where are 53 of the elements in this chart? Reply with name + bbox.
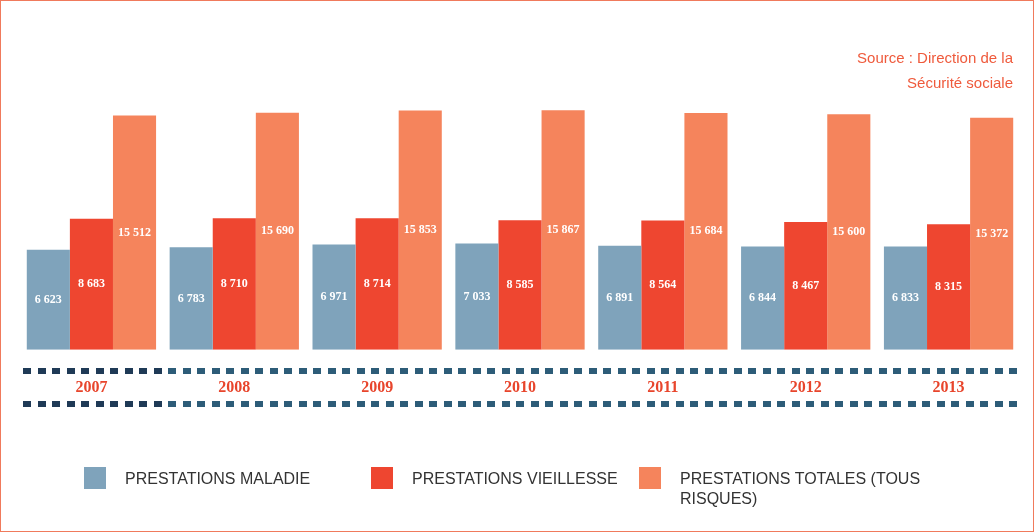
- data-label: 6 891: [606, 289, 634, 304]
- data-label: 8 710: [220, 276, 248, 291]
- bar: [398, 110, 442, 350]
- data-label: 8 564: [649, 277, 677, 292]
- x-tick-label: 2013: [932, 377, 965, 395]
- x-tick-label: 2008: [218, 377, 251, 395]
- bar: [212, 218, 256, 350]
- bar: [684, 112, 728, 350]
- bar: [355, 218, 399, 350]
- data-label: 6 844: [749, 290, 777, 305]
- data-label: 15 853: [403, 222, 437, 237]
- legend-label: PRESTATIONS TOTALES (TOUS RISQUES): [680, 469, 922, 509]
- x-tick-label: 2007: [75, 377, 108, 395]
- bar: [827, 114, 871, 350]
- bar: [784, 221, 828, 350]
- data-label: 15 684: [689, 223, 723, 238]
- data-label: 15 867: [546, 222, 580, 237]
- data-label: 15 512: [118, 224, 152, 239]
- data-label: 15 690: [260, 223, 294, 238]
- bar: [26, 249, 70, 350]
- x-tick-label: 2011: [647, 377, 679, 395]
- bar: [255, 112, 299, 350]
- bar: [498, 220, 542, 350]
- data-label: 15 372: [975, 225, 1009, 240]
- data-label: 6 971: [320, 289, 348, 304]
- data-label: 6 623: [34, 291, 62, 306]
- bar: [455, 243, 499, 350]
- bar: [970, 117, 1014, 350]
- data-label: 6 833: [891, 290, 919, 305]
- legend-label: PRESTATIONS MALADIE: [125, 469, 312, 489]
- bar: [112, 115, 157, 350]
- x-tick-label: 2012: [789, 377, 822, 395]
- x-tick-label: 2010: [504, 377, 536, 395]
- data-label: 15 600: [832, 224, 866, 239]
- data-label: 8 585: [506, 277, 534, 292]
- source-note: Source : Direction de la Sécurité sociale: [856, 48, 1013, 93]
- bar: [883, 246, 928, 350]
- bar: [641, 220, 685, 350]
- data-label: 8 683: [77, 276, 105, 291]
- data-label: 6 783: [177, 290, 205, 305]
- data-label: 8 315: [935, 279, 963, 294]
- data-label: 8 714: [363, 276, 391, 291]
- bar: [598, 245, 642, 350]
- bar: [927, 224, 971, 350]
- bar: [169, 247, 213, 350]
- bar: [69, 218, 113, 350]
- x-tick-label: 2009: [361, 377, 394, 395]
- legend-label: PRESTATIONS VIEILLESSE: [412, 469, 619, 489]
- data-label: 7 033: [463, 288, 491, 303]
- data-label: 8 467: [792, 277, 820, 292]
- bar: [312, 244, 356, 350]
- bar: [541, 110, 585, 350]
- bar: [741, 246, 785, 350]
